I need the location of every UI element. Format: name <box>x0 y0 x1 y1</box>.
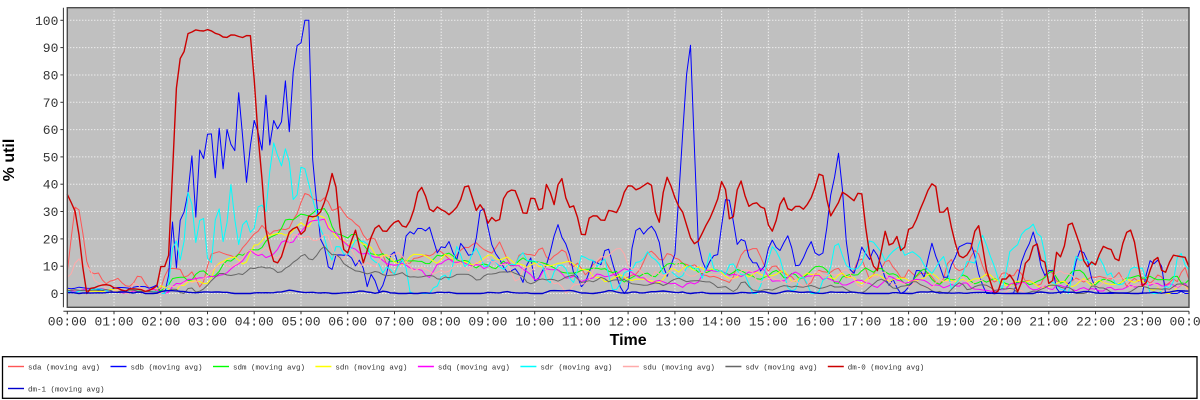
svg-text:sdr (moving avg): sdr (moving avg) <box>540 365 612 373</box>
svg-text:50: 50 <box>43 150 59 165</box>
svg-text:dm-0 (moving avg): dm-0 (moving avg) <box>848 365 925 373</box>
svg-text:20: 20 <box>43 232 59 247</box>
svg-text:40: 40 <box>43 178 59 193</box>
svg-text:03:00: 03:00 <box>188 314 227 329</box>
svg-text:11:00: 11:00 <box>562 314 601 329</box>
svg-text:10: 10 <box>43 260 59 275</box>
svg-text:70: 70 <box>43 96 59 111</box>
svg-text:17:00: 17:00 <box>842 314 881 329</box>
svg-text:sdm (moving avg): sdm (moving avg) <box>233 365 305 373</box>
svg-text:05:00: 05:00 <box>281 314 320 329</box>
svg-text:dm-1 (moving avg): dm-1 (moving avg) <box>28 387 105 395</box>
svg-text:12:00: 12:00 <box>609 314 648 329</box>
svg-text:10:00: 10:00 <box>515 314 554 329</box>
svg-text:30: 30 <box>43 205 59 220</box>
svg-text:02:00: 02:00 <box>141 314 180 329</box>
svg-text:18:00: 18:00 <box>889 314 928 329</box>
svg-text:sda (moving avg): sda (moving avg) <box>28 365 100 373</box>
svg-text:14:00: 14:00 <box>702 314 741 329</box>
svg-text:sdn (moving avg): sdn (moving avg) <box>335 365 407 373</box>
svg-text:20:00: 20:00 <box>983 314 1022 329</box>
svg-text:0: 0 <box>51 287 59 302</box>
svg-text:09:00: 09:00 <box>468 314 507 329</box>
svg-text:13:00: 13:00 <box>655 314 694 329</box>
svg-text:23:00: 23:00 <box>1123 314 1162 329</box>
svg-text:90: 90 <box>43 41 59 56</box>
svg-text:00:00: 00:00 <box>48 314 87 329</box>
svg-text:22:00: 22:00 <box>1076 314 1115 329</box>
svg-text:07:00: 07:00 <box>375 314 414 329</box>
svg-text:80: 80 <box>43 68 59 83</box>
svg-text:06:00: 06:00 <box>328 314 367 329</box>
svg-text:04:00: 04:00 <box>235 314 274 329</box>
svg-text:60: 60 <box>43 123 59 138</box>
svg-text:100: 100 <box>35 14 58 29</box>
svg-text:21:00: 21:00 <box>1029 314 1068 329</box>
svg-text:15:00: 15:00 <box>749 314 788 329</box>
svg-text:sdv (moving avg): sdv (moving avg) <box>745 365 817 373</box>
svg-text:19:00: 19:00 <box>936 314 975 329</box>
svg-text:16:00: 16:00 <box>796 314 835 329</box>
svg-text:sdu (moving avg): sdu (moving avg) <box>643 365 715 373</box>
svg-text:00:00: 00:00 <box>1169 314 1200 329</box>
svg-text:sdq (moving avg): sdq (moving avg) <box>438 365 510 373</box>
svg-text:08:00: 08:00 <box>422 314 461 329</box>
svg-text:sdb (moving avg): sdb (moving avg) <box>131 365 203 373</box>
svg-text:01:00: 01:00 <box>94 314 133 329</box>
